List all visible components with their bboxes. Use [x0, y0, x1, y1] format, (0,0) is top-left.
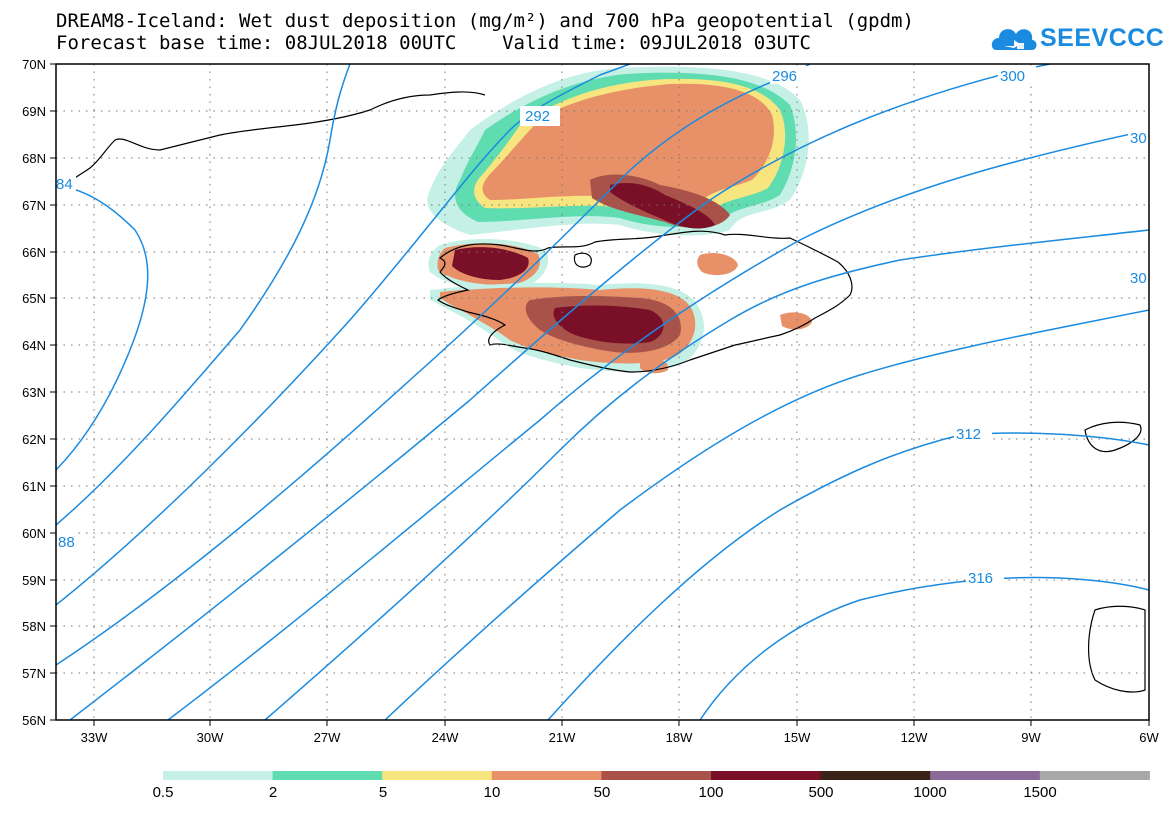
lon-label: 24W	[432, 730, 459, 745]
legend-label: 5	[378, 784, 388, 801]
contour-label: 88	[58, 534, 75, 551]
longitude-labels: 33W 30W 27W 24W 21W 18W 15W 12W 9W 6W	[81, 730, 1160, 745]
map-title: DREAM8-Iceland: Wet dust deposition (mg/…	[56, 10, 914, 32]
lat-label: 63N	[22, 385, 46, 400]
lat-label: 58N	[22, 619, 46, 634]
contour-label: 30	[1130, 130, 1147, 147]
lat-label: 70N	[22, 57, 46, 72]
legend-label: 0.5	[152, 784, 174, 801]
legend-colorbar	[163, 771, 1150, 780]
lon-label: 33W	[81, 730, 108, 745]
lat-label: 64N	[22, 338, 46, 353]
legend-label: 100	[698, 784, 724, 801]
lon-label: 9W	[1021, 730, 1041, 745]
contour-label: 316	[968, 570, 993, 587]
lon-label: 21W	[549, 730, 576, 745]
legend-swatch	[272, 771, 383, 780]
cloud-icon	[991, 29, 1037, 50]
contour-label: 292	[525, 108, 550, 125]
legend-label: 1000	[913, 784, 947, 801]
legend-swatch	[382, 771, 493, 780]
coastline	[59, 91, 1146, 693]
map-subtitle-times: Forecast base time: 08JUL2018 00UTC Vali…	[56, 32, 811, 54]
lat-label: 66N	[22, 245, 46, 260]
lon-label: 27W	[314, 730, 341, 745]
lon-label: 6W	[1139, 730, 1159, 745]
contour-label-group: 292 296 300 30 30 312 316 88 84	[56, 66, 1149, 587]
lat-label: 67N	[22, 198, 46, 213]
lat-label: 68N	[22, 151, 46, 166]
legend-label: 1500	[1023, 784, 1057, 801]
contour-label: 84	[56, 176, 73, 193]
lon-label: 15W	[784, 730, 811, 745]
legend-swatch	[930, 771, 1041, 780]
lat-label: 57N	[22, 666, 46, 681]
contour-label: 312	[956, 426, 981, 443]
legend-swatch	[820, 771, 931, 780]
legend-label: 50	[593, 784, 611, 801]
legend-label: 2	[268, 784, 278, 801]
legend-swatch	[491, 771, 602, 780]
legend-swatch	[1039, 771, 1150, 780]
lon-label: 12W	[901, 730, 928, 745]
legend-label: 10	[483, 784, 501, 801]
legend-swatch	[601, 771, 712, 780]
contour-label: 30	[1130, 270, 1147, 287]
dust-deposition-field	[427, 66, 812, 374]
lat-label: 60N	[22, 526, 46, 541]
contour-label: 296	[772, 68, 797, 85]
logo-text: SEEVCCC	[1040, 24, 1165, 52]
latitude-labels: 70N 69N 68N 67N 66N 65N 64N 63N 62N 61N …	[22, 57, 46, 728]
legend-swatch	[711, 771, 822, 780]
lat-label: 62N	[22, 432, 46, 447]
lat-label: 65N	[22, 291, 46, 306]
lat-label: 56N	[22, 713, 46, 728]
axis-ticks	[50, 63, 1150, 726]
lon-label: 18W	[666, 730, 693, 745]
legend-label: 500	[808, 784, 834, 801]
contour-label: 300	[1000, 68, 1025, 85]
lat-label: 69N	[22, 104, 46, 119]
lat-label: 61N	[22, 479, 46, 494]
seevccc-logo: SEEVCCC	[990, 18, 1170, 60]
lat-label: 59N	[22, 573, 46, 588]
legend-swatch	[163, 771, 274, 780]
lon-label: 30W	[197, 730, 224, 745]
